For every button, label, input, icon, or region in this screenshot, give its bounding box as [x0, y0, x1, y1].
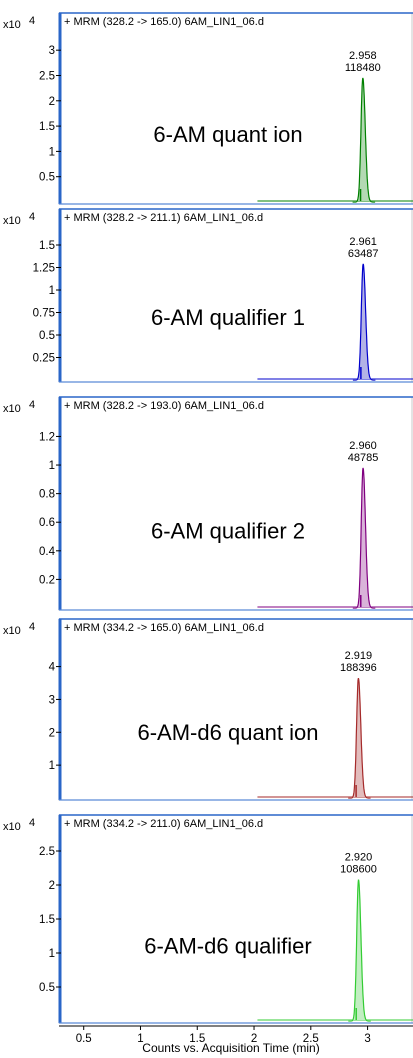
y-exponent-power: 4 — [29, 211, 35, 223]
peak-trace — [352, 77, 376, 203]
y-tick-label: 1 — [49, 285, 55, 297]
panel-annotation: 6-AM-d6 qualifier — [144, 934, 312, 959]
x-axis: 0.5 1 1.5 2 2.5 3 Counts vs. Acquisition Time … — [59, 1025, 413, 1055]
x-tick-label: 1 — [137, 1033, 143, 1045]
y-exponent-power: 4 — [29, 817, 35, 829]
peak-area-label: 63487 — [348, 248, 379, 260]
y-tick-label: 2 — [49, 727, 55, 739]
y-tick-label: 0.5 — [39, 172, 55, 184]
y-tick-label: 1.2 — [39, 431, 55, 443]
panel-title: + MRM (328.2 -> 193.0) 6AM_LIN1_06.d — [64, 400, 264, 412]
y-tick-label: 3 — [49, 694, 55, 706]
x-tick-label: 2.5 — [303, 1033, 319, 1045]
peak-area-fill — [352, 78, 376, 202]
peak-area-fill — [348, 879, 371, 1021]
chromatogram-panel-3: + MRM (328.2 -> 193.0) 6AM_LIN1_06.d x10 4… — [3, 396, 413, 611]
peak-trace — [352, 263, 376, 381]
y-tick-label: 2.5 — [39, 846, 55, 858]
peak-rt-label: 2.958 — [349, 50, 377, 62]
y-tick-label: 1 — [49, 760, 55, 772]
panel-title: + MRM (328.2 -> 211.1) 6AM_LIN1_06.d — [64, 212, 263, 224]
x-tick-label: 0.5 — [76, 1033, 92, 1045]
y-tick-label: 1 — [49, 948, 55, 960]
y-tick-label: 1.25 — [33, 263, 55, 275]
y-exponent-power: 4 — [29, 15, 35, 27]
peak-trace — [348, 879, 371, 1022]
panel-annotation: 6-AM qualifier 1 — [151, 305, 305, 330]
peak-area-fill — [348, 678, 371, 798]
panel-title: + MRM (334.2 -> 211.0) 6AM_LIN1_06.d — [64, 818, 263, 830]
peak-area-label: 188396 — [340, 662, 377, 674]
x-axis-title: Counts vs. Acquisition Time (min) — [142, 1041, 319, 1055]
chromatogram-panel-2: + MRM (328.2 -> 211.1) 6AM_LIN1_06.d x10 4… — [3, 208, 413, 383]
peak-area-label: 48785 — [348, 452, 379, 464]
y-tick-label: 1 — [49, 146, 55, 158]
y-exponent-label: x10 — [3, 403, 21, 415]
peak-rt-label: 2.961 — [349, 236, 377, 248]
panel-title: + MRM (328.2 -> 165.0) 6AM_LIN1_06.d — [64, 16, 264, 28]
y-tick-label: 0.5 — [39, 330, 55, 342]
y-exponent-label: x10 — [3, 821, 21, 833]
chromatogram-panel-5: + MRM (334.2 -> 211.0) 6AM_LIN1_06.d x10 4… — [3, 814, 413, 1024]
y-tick-label: 0.2 — [39, 574, 55, 586]
panel-frame — [58, 396, 413, 611]
peak-rt-label: 2.919 — [345, 650, 373, 662]
y-tick-label: 1.5 — [39, 121, 55, 133]
y-tick-label: 2 — [49, 880, 55, 892]
y-tick-label: 0.25 — [33, 353, 55, 365]
peak-trace — [352, 467, 376, 609]
panel-annotation: 6-AM quant ion — [153, 122, 302, 147]
x-tick-label: 2 — [251, 1033, 257, 1045]
panel-annotation: 6-AM qualifier 2 — [151, 519, 305, 544]
chromatogram-panel-1: + MRM (328.2 -> 165.0) 6AM_LIN1_06.d x10 4… — [3, 12, 413, 205]
peak-area-fill — [352, 467, 376, 608]
y-exponent-power: 4 — [29, 621, 35, 633]
y-tick-label: 0.5 — [39, 982, 55, 994]
y-tick-label: 1 — [49, 460, 55, 472]
peak-rt-label: 2.960 — [349, 440, 377, 452]
y-tick-label: 3 — [49, 45, 55, 57]
y-tick-label: 0.75 — [33, 308, 55, 320]
peak-trace — [348, 677, 371, 799]
x-tick-label: 1.5 — [189, 1033, 205, 1045]
y-exponent-label: x10 — [3, 19, 21, 31]
panel-annotation: 6-AM-d6 quant ion — [138, 720, 319, 745]
y-tick-label: 1.5 — [39, 914, 55, 926]
y-tick-label: 1.5 — [39, 240, 55, 252]
peak-area-label: 118480 — [345, 62, 381, 74]
chromatogram-panel-4: + MRM (334.2 -> 165.0) 6AM_LIN1_06.d x10 4… — [3, 618, 413, 801]
y-tick-label: 0.8 — [39, 489, 55, 501]
peak-area-label: 108600 — [340, 864, 377, 876]
y-tick-label: 2.5 — [39, 70, 55, 82]
peak-rt-label: 2.920 — [345, 852, 373, 864]
panel-title: + MRM (334.2 -> 165.0) 6AM_LIN1_06.d — [64, 622, 264, 634]
y-exponent-label: x10 — [3, 215, 21, 227]
y-tick-label: 0.6 — [39, 517, 55, 529]
x-tick-label: 3 — [364, 1033, 370, 1045]
y-tick-label: 0.4 — [39, 546, 56, 558]
y-exponent-power: 4 — [29, 399, 35, 411]
y-tick-label: 4 — [49, 662, 56, 674]
y-exponent-label: x10 — [3, 625, 21, 637]
peak-area-fill — [352, 263, 376, 380]
y-tick-label: 2 — [49, 96, 55, 108]
